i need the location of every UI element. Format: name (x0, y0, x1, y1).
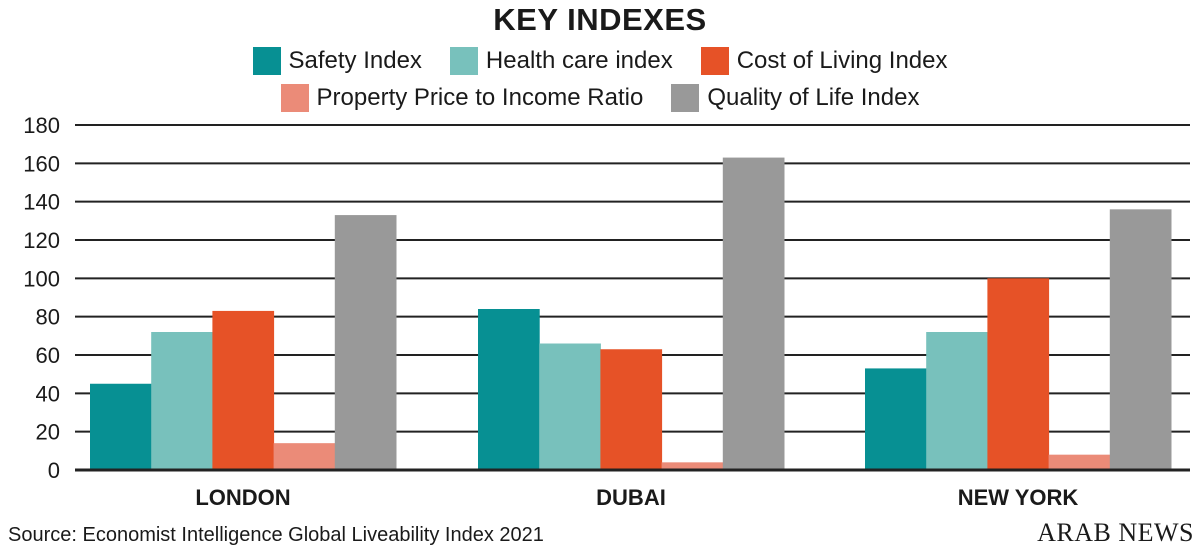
bar-new-york-quality-of-life-index (1109, 209, 1172, 471)
y-tick-label: 60 (36, 343, 60, 368)
legend-item: Quality of Life Index (671, 84, 919, 112)
legend-item: Property Price to Income Ratio (280, 84, 644, 112)
bar-new-york-property-price-to-income-ratio (1048, 454, 1111, 470)
legend-swatch (449, 47, 478, 75)
bar-london-health-care-index (151, 332, 213, 470)
legend-item: Safety Index (252, 47, 422, 75)
bar-dubai-quality-of-life-index (722, 157, 785, 471)
bar-london-safety-index (90, 383, 152, 470)
legend-item: Cost of Living Index (700, 47, 948, 75)
legend-label: Quality of Life Index (707, 84, 920, 111)
bar-london-cost-of-living-index (212, 310, 275, 470)
legend-swatch (671, 84, 700, 112)
legend-label: Health care index (485, 47, 673, 74)
bar-new-york-health-care-index (926, 332, 988, 470)
y-tick-label: 140 (23, 190, 60, 215)
bar-dubai-safety-index (478, 309, 540, 470)
x-category-label: LONDON (195, 485, 290, 510)
y-tick-label: 120 (23, 228, 60, 253)
legend-swatch (252, 47, 281, 75)
legend-label: Safety Index (288, 47, 422, 74)
bar-new-york-safety-index (865, 368, 927, 470)
y-tick-label: 100 (23, 266, 60, 291)
chart-title: KEY INDEXES (493, 2, 707, 37)
bar-dubai-cost-of-living-index (600, 349, 663, 470)
bar-london-property-price-to-income-ratio (273, 443, 336, 470)
bar-dubai-health-care-index (539, 343, 601, 470)
source-note: Source: Economist Intelligence Global Li… (8, 524, 544, 546)
y-tick-label: 20 (36, 420, 60, 445)
y-tick-label: 0 (48, 458, 60, 483)
legend-item: Health care index (449, 47, 673, 75)
bar-new-york-cost-of-living-index (987, 278, 1050, 470)
bar-dubai-property-price-to-income-ratio (661, 462, 724, 470)
arab-news-logo: ARAB NEWS (1037, 518, 1194, 547)
x-category-label: DUBAI (596, 485, 666, 510)
legend-swatch (700, 47, 729, 75)
legend-label: Cost of Living Index (736, 47, 948, 74)
y-tick-label: 180 (23, 113, 60, 138)
y-tick-label: 80 (36, 305, 60, 330)
legend-row-2: Property Price to Income Ratio Quality o… (0, 84, 1200, 112)
bar-london-quality-of-life-index (334, 215, 397, 470)
legend-row-1: Safety Index Health care index Cost of L… (0, 47, 1200, 75)
x-category-label: NEW YORK (958, 485, 1079, 510)
legend-swatch (280, 84, 309, 112)
y-tick-label: 40 (36, 381, 60, 406)
legend-label: Property Price to Income Ratio (316, 84, 644, 111)
y-tick-label: 160 (23, 151, 60, 176)
